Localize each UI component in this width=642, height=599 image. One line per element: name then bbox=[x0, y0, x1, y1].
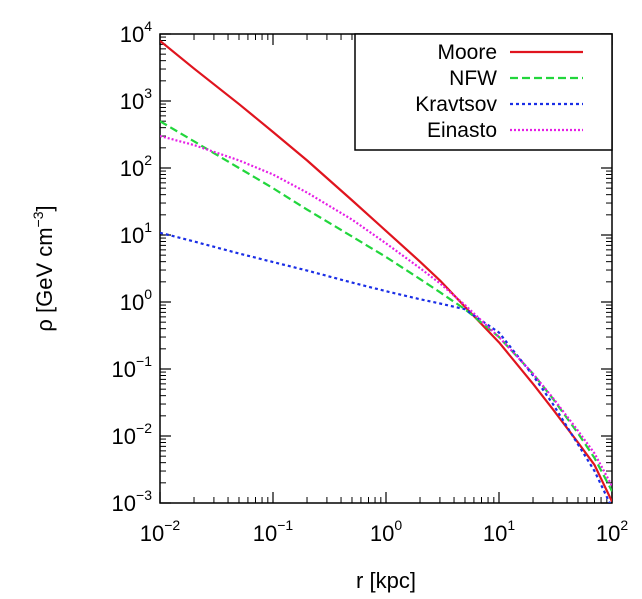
series-line-einasto bbox=[160, 134, 612, 487]
y-axis-title-suffix: ] bbox=[32, 205, 57, 211]
legend: Moore NFW Kravtsov Einasto bbox=[354, 33, 613, 151]
x-tick-label: 102 bbox=[596, 517, 628, 546]
legend-label-moore: Moore bbox=[437, 41, 497, 64]
x-tick-label: 101 bbox=[483, 517, 515, 546]
y-axis-title-prefix: ρ [GeV cm bbox=[32, 227, 57, 331]
series-line-kravtsov bbox=[160, 231, 611, 503]
y-tick-label: 101 bbox=[120, 219, 152, 248]
legend-label-kravtsov: Kravtsov bbox=[415, 93, 497, 116]
y-axis-title-exponent: −3 bbox=[30, 211, 46, 227]
y-tick-label: 103 bbox=[120, 85, 152, 114]
y-tick-labels: 10−3 10−2 10−1 100 101 102 103 104 bbox=[112, 18, 153, 516]
series-lines bbox=[160, 40, 612, 503]
x-tick-label: 10−1 bbox=[253, 517, 294, 546]
y-tick-label: 10−1 bbox=[112, 353, 153, 382]
x-tick-labels: 10−2 10−1 100 101 102 bbox=[140, 517, 629, 546]
legend-label-einasto: Einasto bbox=[427, 119, 497, 142]
series-line-nfw bbox=[160, 120, 612, 492]
legend-label-nfw: NFW bbox=[449, 67, 497, 90]
x-axis-title: r [kpc] bbox=[356, 568, 416, 593]
y-tick-label: 102 bbox=[120, 152, 152, 181]
y-axis-title: ρ [GeV cm−3] bbox=[30, 205, 57, 331]
y-tick-label: 10−3 bbox=[112, 487, 153, 516]
legend-box bbox=[354, 33, 613, 151]
y-tick-label: 100 bbox=[120, 286, 152, 315]
x-tick-label: 100 bbox=[370, 517, 402, 546]
x-tick-label: 10−2 bbox=[140, 517, 181, 546]
y-tick-label: 10−2 bbox=[112, 420, 153, 449]
y-tick-label: 104 bbox=[120, 18, 152, 47]
